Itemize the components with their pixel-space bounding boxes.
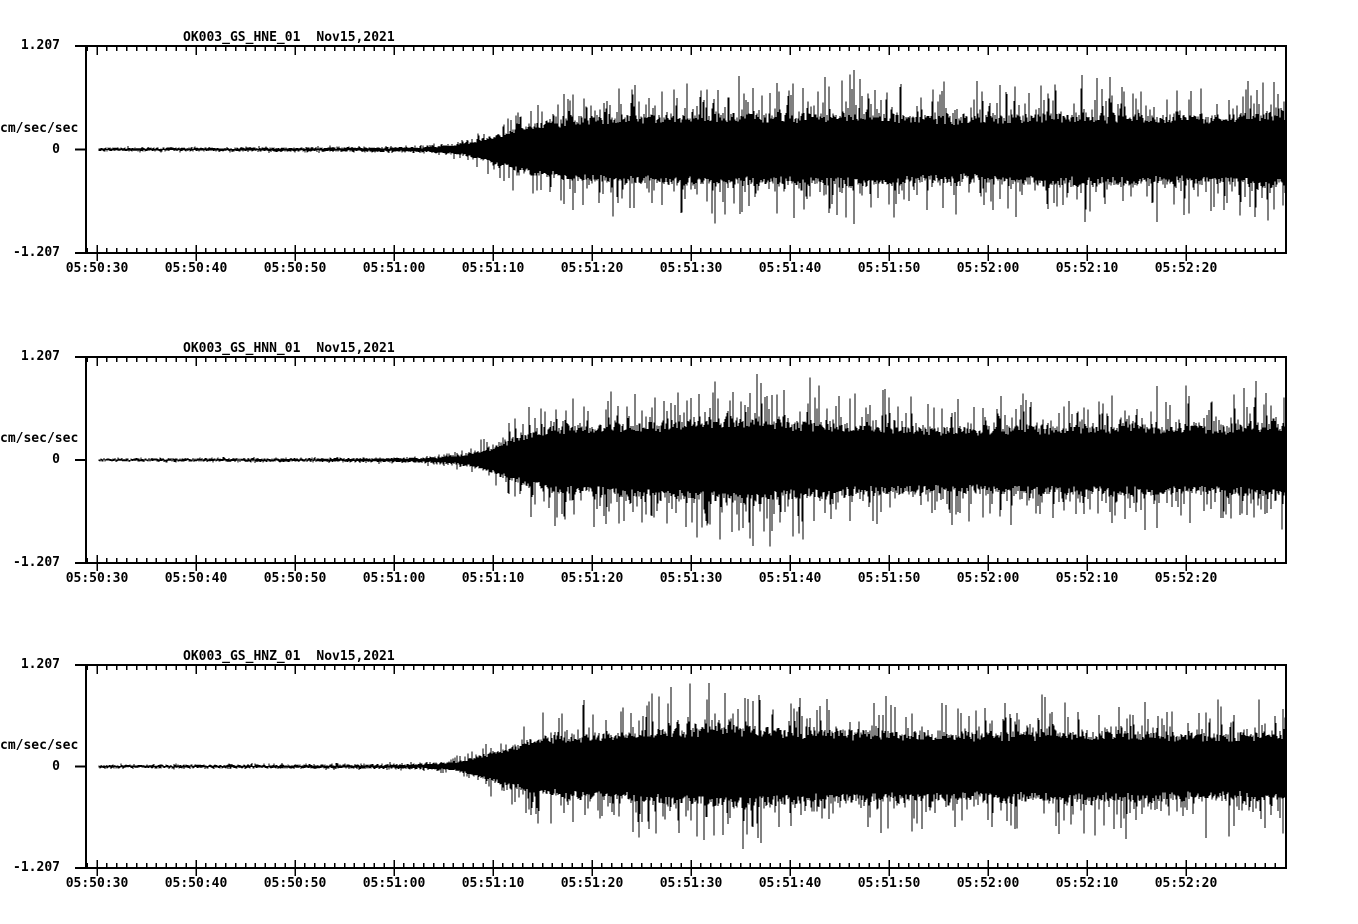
y-axis-max-label: 1.207	[20, 349, 60, 364]
x-tick-label: 05:50:30	[65, 571, 129, 586]
x-tick-label: 05:50:30	[65, 876, 129, 891]
x-tick-label: 05:52:20	[1154, 571, 1218, 586]
x-tick-label: 05:51:30	[659, 571, 723, 586]
x-tick-label: 05:50:50	[263, 876, 327, 891]
x-tick-label: 05:51:00	[362, 876, 426, 891]
y-axis-unit-label: cm/sec/sec	[0, 737, 79, 753]
y-axis-max-label: 1.207	[20, 657, 60, 672]
x-tick-label: 05:52:10	[1055, 261, 1119, 276]
x-tick-label: 05:51:40	[758, 571, 822, 586]
x-tick-label: 05:51:30	[659, 876, 723, 891]
x-tick-label: 05:50:30	[65, 261, 129, 276]
record-date: Nov15,2021	[316, 30, 395, 45]
x-tick-label: 05:51:00	[362, 261, 426, 276]
x-tick-label: 05:51:10	[461, 876, 525, 891]
axis-ticks	[86, 46, 1276, 261]
y-axis-unit-label: cm/sec/sec	[0, 120, 79, 136]
x-tick-label: 05:50:50	[263, 571, 327, 586]
waveform-trace	[98, 70, 1286, 225]
x-tick-label: 05:51:40	[758, 876, 822, 891]
x-tick-label: 05:50:40	[164, 261, 228, 276]
x-tick-label: 05:52:10	[1055, 876, 1119, 891]
x-tick-label: 05:52:20	[1154, 261, 1218, 276]
panel-title: OK003_GS_HNZ_01 Nov15,2021	[183, 650, 395, 664]
plot-frame	[75, 45, 1287, 254]
x-tick-label: 05:52:00	[956, 261, 1020, 276]
panel-title: OK003_GS_HNN_01 Nov15,2021	[183, 342, 395, 356]
x-tick-label: 05:51:10	[461, 261, 525, 276]
axis-ticks	[86, 357, 1276, 571]
x-tick-label: 05:52:20	[1154, 876, 1218, 891]
axis-ticks	[86, 665, 1276, 876]
x-tick-label: 05:51:30	[659, 261, 723, 276]
y-axis-min-label: -1.207	[13, 555, 60, 570]
x-tick-label: 05:52:00	[956, 876, 1020, 891]
x-tick-label: 05:51:50	[857, 876, 921, 891]
x-tick-label: 05:51:20	[560, 261, 624, 276]
waveform-trace	[98, 683, 1286, 850]
x-tick-label: 05:51:50	[857, 261, 921, 276]
plot-frame	[75, 664, 1287, 869]
x-tick-label: 05:51:50	[857, 571, 921, 586]
x-tick-label: 05:51:00	[362, 571, 426, 586]
x-tick-label: 05:51:10	[461, 571, 525, 586]
y-axis-min-label: -1.207	[13, 860, 60, 875]
y-axis-zero-label: 0	[52, 452, 60, 467]
y-axis-zero-label: 0	[52, 758, 60, 774]
x-tick-label: 05:51:40	[758, 261, 822, 276]
x-tick-label: 05:51:20	[560, 876, 624, 891]
x-tick-label: 05:52:10	[1055, 571, 1119, 586]
panel-title: OK003_GS_HNE_01 Nov15,2021	[183, 31, 395, 45]
record-date: Nov15,2021	[316, 341, 395, 356]
x-tick-label: 05:50:50	[263, 261, 327, 276]
y-axis-unit-label: cm/sec/sec	[0, 431, 79, 446]
y-axis-min-label: -1.207	[13, 245, 60, 260]
station-id: OK003_GS_HNZ_01	[183, 649, 301, 664]
station-id: OK003_GS_HNE_01	[183, 30, 301, 45]
plot-frame	[75, 356, 1287, 564]
x-tick-label: 05:52:00	[956, 571, 1020, 586]
waveform-trace	[98, 374, 1286, 547]
station-id: OK003_GS_HNN_01	[183, 341, 301, 356]
x-tick-label: 05:50:40	[164, 876, 228, 891]
y-axis-max-label: 1.207	[20, 38, 60, 53]
record-date: Nov15,2021	[316, 649, 395, 664]
y-axis-zero-label: 0	[52, 141, 60, 157]
x-tick-label: 05:50:40	[164, 571, 228, 586]
x-tick-label: 05:51:20	[560, 571, 624, 586]
